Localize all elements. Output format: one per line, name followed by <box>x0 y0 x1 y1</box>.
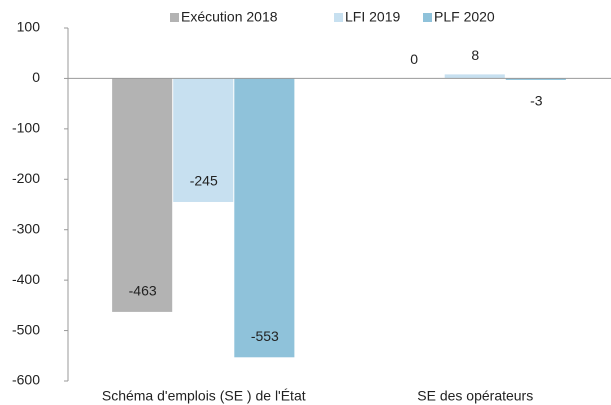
bar <box>234 78 295 358</box>
x-tick-label: SE des opérateurs <box>417 388 533 404</box>
y-tick-label: 100 <box>17 19 41 35</box>
y-tick-label: 0 <box>32 69 40 85</box>
bar <box>173 78 234 202</box>
legend-swatch <box>334 13 343 22</box>
y-tick-label: -600 <box>12 372 40 388</box>
legend-label: PLF 2020 <box>434 9 495 25</box>
bar <box>505 78 566 80</box>
legend-swatch <box>423 13 432 22</box>
data-label: -463 <box>129 283 157 299</box>
data-label: -3 <box>530 93 543 109</box>
legend-label: Exécution 2018 <box>181 9 278 25</box>
y-tick-label: -100 <box>12 120 40 136</box>
data-label: 8 <box>471 47 479 63</box>
y-tick-label: -300 <box>12 220 40 236</box>
bar <box>112 78 173 312</box>
legend-label: LFI 2019 <box>345 9 400 25</box>
y-tick-label: -200 <box>12 170 40 186</box>
y-tick-label: -400 <box>12 271 40 287</box>
data-label: -553 <box>251 328 279 344</box>
legend-swatch <box>170 13 179 22</box>
bar <box>444 74 505 79</box>
x-tick-label: Schéma d'emplois (SE ) de l'État <box>102 388 306 404</box>
data-label: -245 <box>190 173 218 189</box>
data-label: 0 <box>410 51 418 67</box>
y-tick-label: -500 <box>12 321 40 337</box>
